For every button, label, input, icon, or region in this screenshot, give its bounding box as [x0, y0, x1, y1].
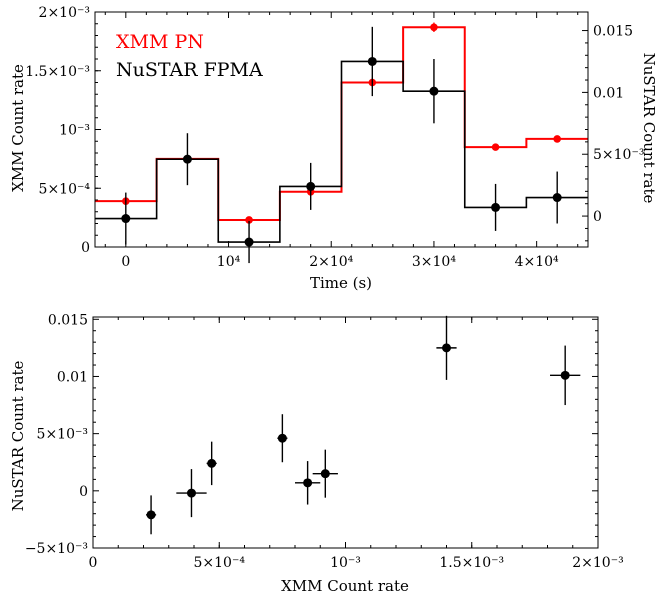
y-tick-label: 10⁻³ [59, 123, 90, 139]
scatter-point [320, 469, 330, 479]
y2-tick-label: 0.01 [593, 85, 624, 101]
x-tick-label: 5×10⁻⁴ [194, 555, 246, 571]
scatter-point [303, 478, 313, 488]
y2-tick-label: 5×10⁻³ [593, 147, 644, 163]
y-tick-label: 2×10⁻³ [39, 5, 90, 21]
nustar-fpma-point [552, 193, 562, 203]
y-tick-label: 1.5×10⁻³ [25, 64, 90, 80]
top-y2-ticks: 0 5×10⁻³ 0.01 0.015 [582, 24, 644, 242]
correlation-panel: 0 5×10⁻⁴ 10⁻³ 1.5×10⁻³ 2×10⁻³ −5×10⁻³05×10⁻³… [9, 312, 624, 595]
xmm-pn-point [245, 216, 253, 224]
top-y2-axis-label: NuSTAR Count rate [640, 53, 658, 204]
scatter-point [186, 488, 196, 498]
y2-tick-label: 0 [593, 209, 602, 225]
scatter-point [207, 458, 217, 468]
y2-tick-label: 0.015 [593, 24, 633, 40]
bottom-x-axis-label: XMM Count rate [281, 577, 409, 595]
top-y-ticks: 0 5×10⁻⁴ 10⁻³ 1.5×10⁻³ 2×10⁻³ [25, 5, 101, 256]
bottom-y-ticks: −5×10⁻³ 0 5×10⁻³ 0.01 0.015 [25, 312, 598, 557]
legend-item-xmm-pn: XMM PN [116, 31, 204, 53]
bottom-x-ticks: 0 5×10⁻⁴ 10⁻³ 1.5×10⁻³ 2×10⁻³ [89, 317, 624, 571]
y-tick-label: 0 [79, 484, 88, 500]
x-tick-label: 4×10⁴ [515, 254, 559, 270]
top-x-axis-label: Time (s) [310, 274, 372, 292]
top-y-axis-label: XMM Count rate [9, 64, 27, 192]
nustar-fpma-point [429, 86, 439, 96]
nustar-fpma-point [306, 181, 316, 191]
x-tick-label: 10⁴ [217, 254, 241, 270]
time-series-panel: 0 10⁴ 2×10⁴ 3×10⁴ 4×10⁴ 0 5×10⁻⁴ 10⁻³ 1.5×10⁻³ 2… [9, 5, 658, 292]
scatter-point [146, 510, 156, 520]
legend: XMM PN NuSTAR FPMA [116, 31, 263, 81]
nustar-fpma-point [244, 237, 254, 247]
y-tick-label: 0.01 [57, 369, 88, 385]
nustar-fpma-point [182, 154, 192, 164]
x-tick-label: 2×10⁻³ [572, 555, 623, 571]
scatter-point [277, 433, 287, 443]
top-x-ticks: 0 10⁴ 2×10⁴ 3×10⁴ 4×10⁴ [104, 12, 579, 270]
xmm-pn-point [491, 143, 500, 151]
y-tick-label: 0 [81, 240, 90, 256]
y-tick-label: 5×10⁻⁴ [39, 181, 91, 197]
x-tick-label: 2×10⁴ [309, 254, 353, 270]
nustar-fpma-points [121, 26, 562, 264]
xmm-pn-point [553, 135, 561, 143]
xmm-vs-nustar-points [146, 315, 581, 535]
y-tick-label: −5×10⁻³ [25, 541, 88, 557]
x-tick-label: 3×10⁴ [412, 254, 456, 270]
nustar-fpma-point [121, 214, 131, 224]
nustar-fpma-point [367, 56, 377, 66]
bottom-y-axis-label: NuSTAR Count rate [9, 360, 27, 511]
scatter-point [442, 343, 451, 353]
legend-item-nustar-fpma: NuSTAR FPMA [116, 59, 263, 81]
y-tick-label: 5×10⁻³ [37, 427, 88, 443]
nustar-fpma-point [491, 202, 501, 212]
x-tick-label: 0 [89, 555, 98, 571]
x-tick-label: 0 [121, 254, 130, 270]
xmm-pn-point [430, 23, 438, 32]
x-tick-label: 1.5×10⁻³ [439, 555, 504, 571]
scatter-point [560, 370, 570, 380]
x-tick-label: 10⁻³ [330, 555, 361, 571]
y-tick-label: 0.015 [48, 312, 88, 328]
